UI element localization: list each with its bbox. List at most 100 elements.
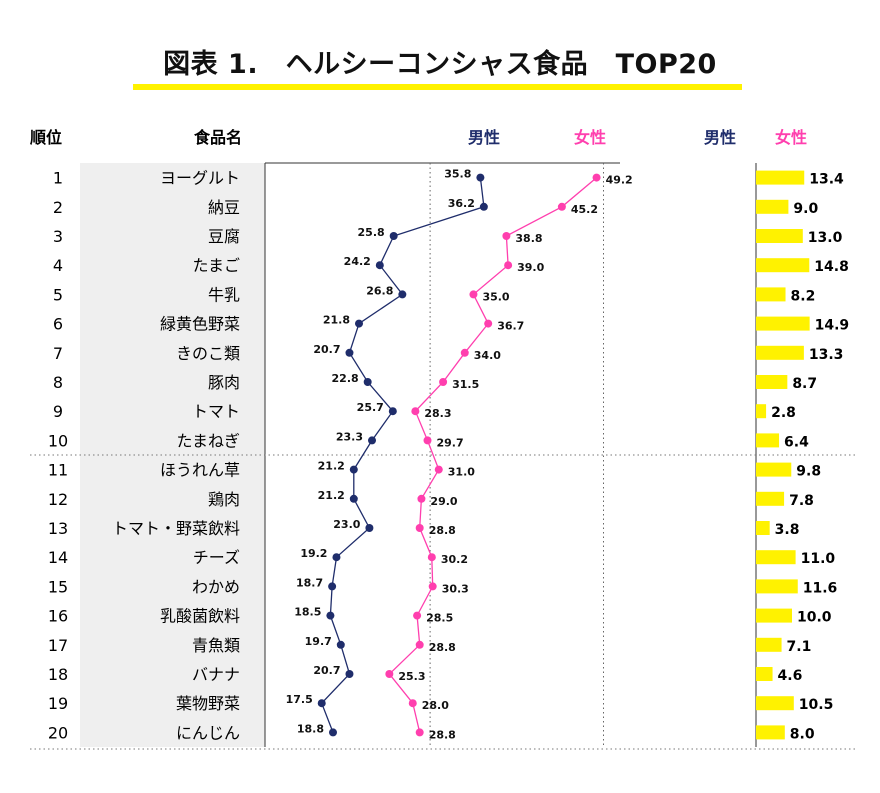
rank-label: 11 [48,461,68,480]
rank-label: 12 [48,490,68,509]
male-point [365,524,374,532]
female-series-line [388,177,598,733]
food-name-label: きのこ類 [176,344,240,363]
header-female: 女性 [574,128,606,147]
difference-value-label: 13.4 [809,172,844,188]
male-point [345,670,354,678]
male-value-label: 17.5 [286,693,313,706]
female-value-label: 28.8 [429,524,456,537]
rank-label: 18 [48,665,68,684]
male-value-label: 18.5 [294,606,321,619]
male-point [375,261,384,270]
rank-label: 3 [53,227,63,246]
male-value-label: 21.8 [323,314,350,327]
female-point [385,670,394,678]
rank-label: 10 [48,431,68,450]
difference-bar [756,579,798,594]
male-value-label: 35.8 [444,168,471,181]
rank-label: 13 [48,519,68,538]
male-point [349,465,358,474]
female-value-label: 35.0 [482,290,509,303]
difference-bar [756,287,786,302]
female-point [469,290,478,299]
difference-bar [756,667,773,681]
female-point [415,728,424,737]
food-name-label: 牛乳 [208,285,240,304]
female-point [427,553,436,562]
male-value-label: 23.3 [336,430,363,443]
female-value-label: 45.2 [571,203,598,216]
rank-label: 16 [48,607,68,626]
rank-label: 8 [53,373,63,392]
male-point [479,202,488,211]
difference-bar [756,608,792,623]
rank-label: 19 [48,694,68,713]
difference-bar [756,199,789,214]
female-value-label: 31.0 [448,466,475,479]
food-name-label: 葉物野菜 [176,694,240,713]
difference-value-label: 8.2 [791,288,816,304]
food-name-label: チーズ [193,548,240,567]
female-value-label: 29.7 [436,436,463,449]
difference-bar [756,550,796,565]
header-diff-male: 男性 [704,128,736,147]
male-value-label: 20.7 [313,664,340,677]
food-name-label: トマト・野菜飲料 [112,519,240,538]
male-series-line [320,177,485,733]
food-name-label: わかめ [192,577,240,596]
rank-label: 20 [48,723,68,742]
name-column-band [80,163,265,747]
female-point [413,611,422,620]
food-name-label: 豚肉 [208,373,240,392]
difference-value-label: 14.9 [815,318,850,334]
female-point [484,319,493,328]
female-value-label: 28.5 [426,612,453,625]
female-value-label: 29.0 [430,495,457,508]
male-point [476,173,485,182]
male-point [388,407,397,416]
food-name-label: 緑黄色野菜 [160,315,240,334]
title-underline [133,84,742,90]
food-name-label: トマト [192,402,240,421]
male-point [345,348,354,357]
rank-label: 9 [53,402,63,421]
food-name-label: 鶏肉 [208,490,240,509]
female-point [411,407,420,416]
male-value-label: 19.2 [300,547,327,560]
male-point [349,494,358,503]
female-value-label: 28.8 [429,728,456,741]
female-value-label: 36.7 [497,320,524,333]
female-value-label: 28.8 [429,641,456,654]
female-point [415,524,424,532]
difference-value-label: 10.0 [797,610,832,626]
food-name-label: 豆腐 [208,227,240,246]
female-point [439,378,448,386]
difference-bar [756,521,770,535]
difference-bar [756,345,804,360]
male-point [398,290,407,299]
food-name-label: バナナ [192,665,240,684]
male-point [336,640,345,649]
difference-value-label: 13.0 [808,230,843,246]
male-point [328,582,337,591]
difference-bar [756,696,794,711]
female-point [417,494,426,503]
male-point [328,728,337,737]
food-name-label: 青魚類 [192,636,240,655]
female-point [415,640,424,649]
difference-value-label: 13.3 [809,347,844,363]
rank-label: 4 [53,256,63,275]
difference-bar [756,170,805,185]
male-point [332,553,341,562]
female-point [557,202,566,211]
male-value-label: 25.7 [357,401,384,414]
food-name-label: たまねぎ [176,431,240,450]
food-name-label: 納豆 [208,198,240,217]
male-value-label: 18.7 [296,576,323,589]
female-point [502,232,511,240]
difference-value-label: 11.6 [803,580,838,596]
female-point [408,699,417,708]
female-value-label: 34.0 [474,349,501,362]
header-rank: 順位 [29,128,62,147]
